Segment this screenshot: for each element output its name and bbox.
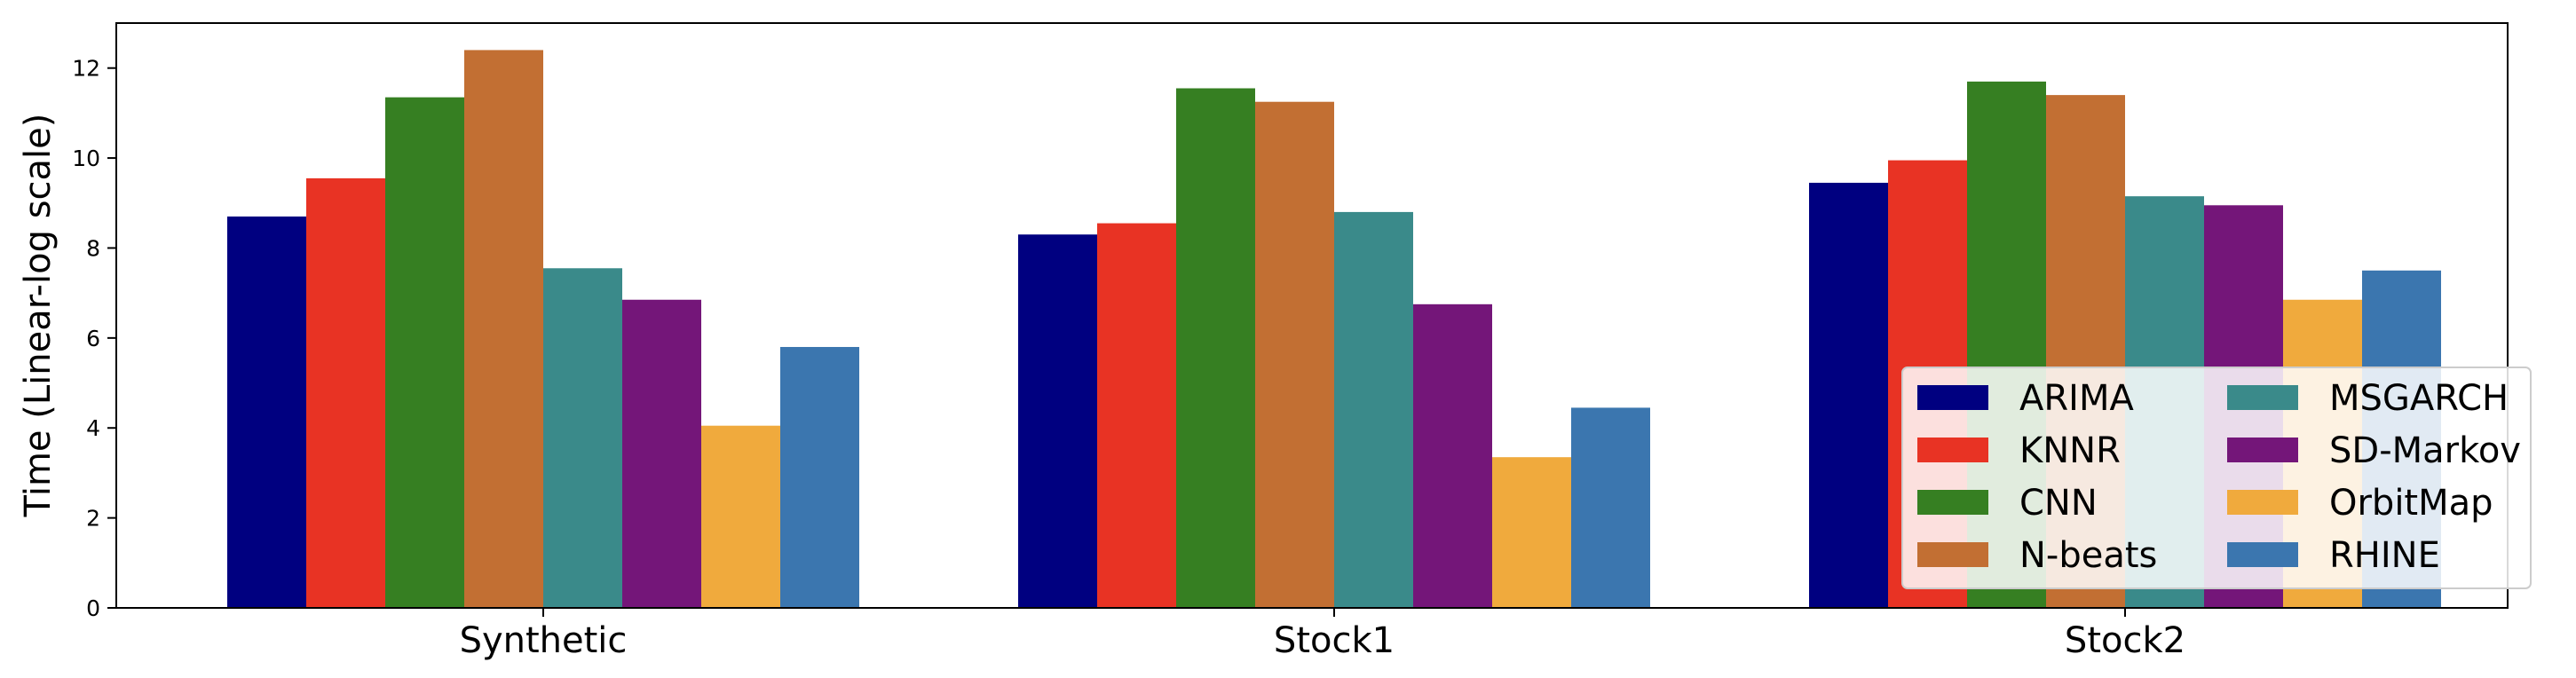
bar-rhine-stock1	[1571, 407, 1650, 608]
legend-frame	[1901, 367, 2532, 589]
y-tick-label: 4	[86, 415, 100, 441]
x-tick-label-synthetic: Synthetic	[460, 620, 628, 661]
bars-group	[227, 50, 2441, 609]
legend-label-knnr: KNNR	[2019, 430, 2121, 471]
bar-arima-synthetic	[227, 216, 306, 608]
bar-n-beats-synthetic	[464, 50, 543, 608]
bar-cnn-stock1	[1176, 88, 1255, 608]
y-axis-label: Time (Linear-log scale)	[18, 114, 59, 518]
bar-knnr-synthetic	[306, 177, 385, 608]
y-tick-label: 12	[72, 56, 100, 82]
legend-label-msgarch: MSGARCH	[2329, 378, 2509, 419]
plot-frame	[115, 22, 2509, 609]
bar-knnr-stock1	[1097, 223, 1176, 609]
y-tick-label: 8	[86, 235, 100, 261]
legend-label-n-beats: N-beats	[2019, 535, 2157, 576]
legend-label-sd-markov: SD-Markov	[2329, 430, 2521, 471]
legend-swatch-orbitmap	[2227, 490, 2298, 515]
y-axis: 0 2 4 6 8 10 12	[72, 56, 116, 621]
legend-swatch-sd-markov	[2227, 438, 2298, 462]
bar-sd-markov-stock1	[1413, 304, 1492, 608]
x-tick-label-stock2: Stock2	[2065, 620, 2185, 661]
legend-label-arima: ARIMA	[2019, 378, 2134, 419]
y-tick-label: 10	[72, 146, 100, 171]
y-tick-label: 2	[86, 506, 100, 532]
legend-swatch-knnr	[1917, 438, 1988, 462]
legend-swatch-rhine	[2227, 542, 2298, 567]
bar-arima-stock2	[1809, 182, 1888, 608]
bar-arima-stock1	[1018, 234, 1097, 608]
y-tick-label: 0	[86, 595, 100, 621]
bar-orbitmap-stock1	[1492, 457, 1571, 608]
legend: ARIMA KNNR CNN N-beats MSGARCH SD-Markov Orbit…	[1901, 367, 2532, 589]
x-tick-label-stock1: Stock1	[1274, 620, 1395, 661]
bar-sd-markov-synthetic	[622, 299, 701, 608]
legend-swatch-msgarch	[2227, 385, 2298, 410]
bar-msgarch-stock1	[1334, 211, 1413, 608]
y-tick-label: 6	[86, 326, 100, 351]
bar-msgarch-synthetic	[543, 268, 622, 608]
bar-rhine-synthetic	[780, 346, 859, 608]
x-axis: Synthetic Stock1 Stock2	[460, 608, 2185, 661]
legend-swatch-cnn	[1917, 490, 1988, 515]
bar-cnn-synthetic	[385, 97, 464, 608]
legend-label-cnn: CNN	[2019, 483, 2098, 524]
legend-swatch-n-beats	[1917, 542, 1988, 567]
legend-label-rhine: RHINE	[2329, 535, 2440, 576]
legend-swatch-arima	[1917, 385, 1988, 410]
bar-n-beats-stock1	[1255, 101, 1334, 608]
bar-orbitmap-synthetic	[701, 425, 780, 608]
legend-label-orbitmap: OrbitMap	[2329, 483, 2493, 524]
